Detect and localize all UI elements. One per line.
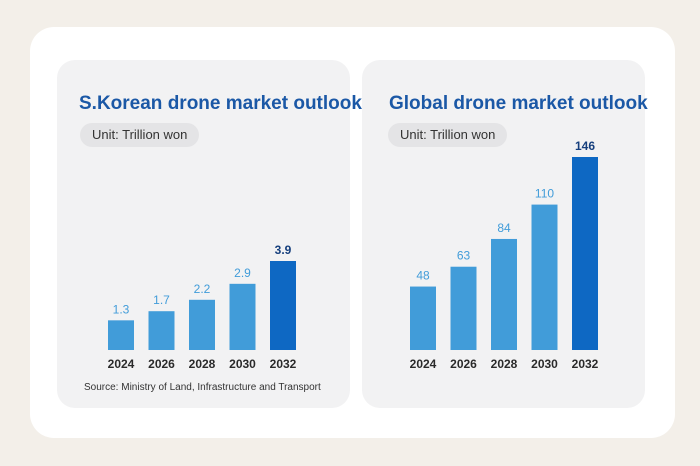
source-note: Source: Ministry of Land, Infrastructure… bbox=[84, 382, 321, 393]
korean-unit-badge: Unit: Trillion won bbox=[80, 123, 200, 147]
bar-2030 bbox=[531, 204, 558, 350]
value-label-2024: 1.3 bbox=[113, 302, 130, 316]
value-label-2024: 48 bbox=[416, 269, 430, 283]
category-label-2030: 2030 bbox=[531, 357, 558, 371]
category-label-2024: 2024 bbox=[108, 357, 135, 371]
global-chart-title: Global drone market outlook bbox=[389, 93, 648, 114]
bar-2026 bbox=[450, 266, 477, 350]
bar-2030 bbox=[229, 283, 256, 350]
value-label-2026: 1.7 bbox=[153, 293, 170, 307]
global-unit-badge: Unit: Trillion won bbox=[388, 123, 508, 147]
value-label-2028: 84 bbox=[497, 221, 511, 235]
bar-2028 bbox=[491, 238, 517, 350]
bar-2032 bbox=[572, 157, 598, 350]
korean-chart-title: S.Korean drone market outlook bbox=[79, 93, 362, 114]
category-label-2028: 2028 bbox=[491, 357, 518, 371]
bar-2024 bbox=[410, 286, 436, 350]
category-label-2026: 2026 bbox=[450, 357, 477, 371]
category-label-2028: 2028 bbox=[189, 357, 216, 371]
value-label-2028: 2.2 bbox=[194, 282, 211, 296]
global-market-bar-chart: 48 2024 63 2026 84 2028 110 2030 146 2032 bbox=[410, 139, 599, 371]
bar-2032 bbox=[270, 261, 296, 350]
value-label-2026: 63 bbox=[457, 249, 471, 263]
value-label-2030: 2.9 bbox=[234, 266, 251, 280]
bar-2024 bbox=[108, 320, 134, 350]
value-label-2030: 110 bbox=[535, 187, 554, 201]
category-label-2032: 2032 bbox=[270, 357, 297, 371]
value-label-2032: 146 bbox=[575, 139, 595, 153]
category-label-2030: 2030 bbox=[229, 357, 256, 371]
bar-2028 bbox=[189, 299, 215, 350]
global-market-panel: 48 2024 63 2026 84 2028 110 2030 146 2032 Global … bbox=[362, 60, 648, 408]
korean-market-bar-chart: 1.3 2024 1.7 2026 2.2 2028 2.9 2030 3.9 2032 bbox=[108, 243, 297, 371]
value-label-2032: 3.9 bbox=[275, 243, 292, 257]
category-label-2032: 2032 bbox=[572, 357, 599, 371]
category-label-2024: 2024 bbox=[410, 357, 437, 371]
category-label-2026: 2026 bbox=[148, 357, 175, 371]
bar-2026 bbox=[148, 311, 175, 350]
korean-market-panel: 1.3 2024 1.7 2026 2.2 2028 2.9 2030 3.9 2032 S.Ko… bbox=[57, 60, 362, 408]
